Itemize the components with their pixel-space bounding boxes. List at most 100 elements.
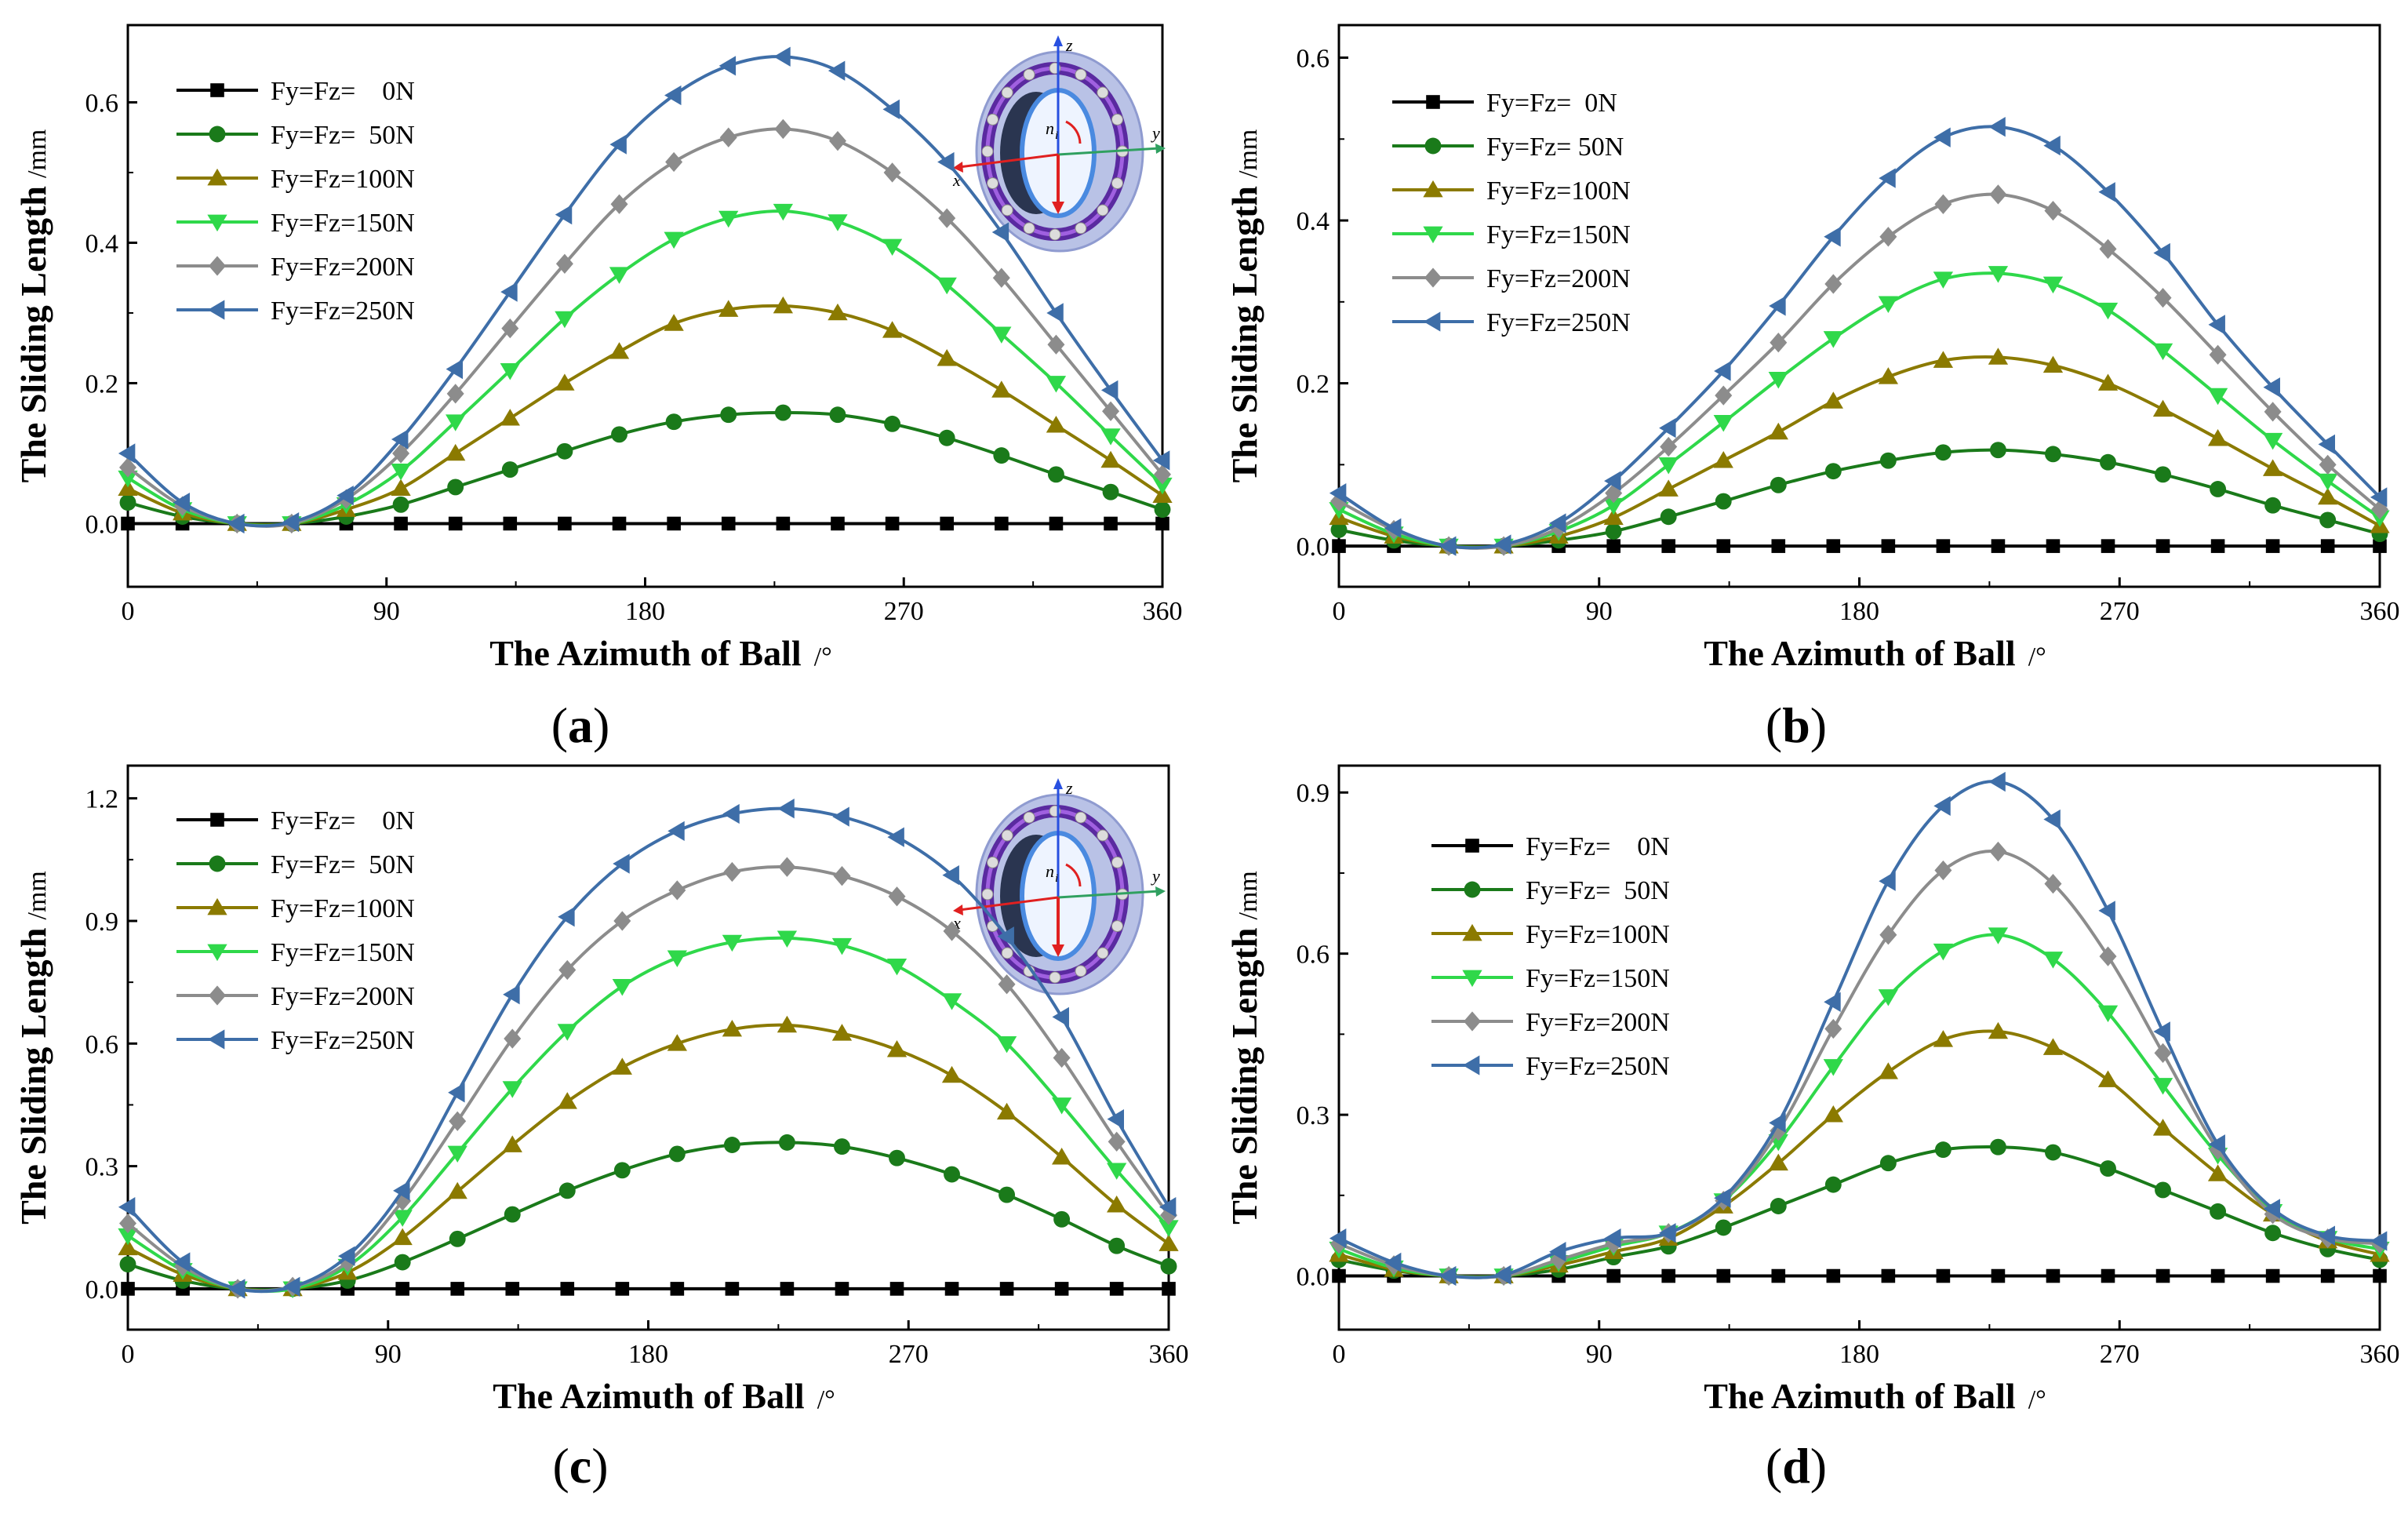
data-point: [1768, 372, 1788, 389]
data-point: [2098, 901, 2115, 921]
data-point: [1439, 536, 1457, 556]
legend-marker: [209, 985, 226, 1006]
data-point: [505, 1282, 520, 1296]
data-point: [2152, 343, 2173, 361]
data-point: [283, 1276, 300, 1297]
data-point: [2152, 1119, 2173, 1136]
legend-label: Fy=Fz=150N: [271, 209, 415, 238]
data-point: [1823, 391, 1843, 409]
data-point: [1879, 925, 1897, 945]
x-tick-label: 360: [2360, 1340, 2400, 1369]
legend-label: Fy=Fz=100N: [271, 894, 415, 923]
data-point: [447, 1145, 467, 1163]
data-point: [1046, 376, 1067, 393]
y-axis-title: The Sliding Length/mm: [13, 129, 53, 483]
y-tick-label: 0.0: [85, 510, 119, 539]
data-point: [774, 404, 791, 421]
data-point: [722, 1019, 743, 1037]
data-point: [937, 277, 957, 295]
data-point: [2209, 344, 2227, 365]
data-point: [828, 214, 848, 231]
data-point: [1054, 1282, 1069, 1296]
inset-x-axis: [958, 896, 1059, 912]
x-axis-title: The Azimuth of Ball /°: [1704, 633, 2046, 673]
data-point: [889, 1149, 905, 1166]
data-point: [2155, 539, 2170, 553]
data-point: [1332, 539, 1346, 553]
data-point: [1549, 513, 1566, 533]
data-point: [665, 151, 683, 173]
data-point: [1154, 501, 1171, 518]
y-tick-label: 0.4: [1297, 207, 1330, 236]
y-axis-unit: /mm: [23, 871, 52, 919]
data-point: [503, 516, 518, 531]
data-point: [1159, 1234, 1179, 1251]
data-point: [1047, 466, 1064, 483]
data-point: [1658, 479, 1679, 497]
data-point: [882, 238, 903, 257]
data-point: [2046, 1268, 2061, 1283]
data-point: [448, 516, 463, 531]
legend-label: Fy=Fz= 50N: [271, 121, 415, 150]
data-point: [723, 861, 741, 883]
data-point: [1107, 1163, 1127, 1180]
data-point: [1606, 539, 1620, 553]
y-tick-label: 0.9: [85, 908, 119, 937]
inset-axis-label: n: [1046, 118, 1054, 138]
legend-marker: [209, 855, 226, 872]
data-point: [884, 415, 901, 432]
panel-caption: (d): [1766, 1438, 1827, 1494]
data-point: [1152, 477, 1173, 495]
data-point: [938, 208, 956, 228]
x-tick-label: 180: [628, 1340, 668, 1369]
data-point: [1770, 1198, 1787, 1214]
y-axis-title: The Sliding Length/mm: [1224, 129, 1264, 483]
data-point: [615, 1282, 630, 1296]
data-point: [1659, 418, 1676, 439]
data-point: [560, 1282, 575, 1296]
data-point: [2262, 459, 2283, 476]
data-point: [503, 984, 520, 1005]
data-point: [1716, 539, 1731, 553]
series-line: [126, 806, 1170, 1294]
x-tick-label: 270: [884, 597, 924, 626]
data-point: [2207, 429, 2228, 446]
data-point: [2319, 511, 2337, 529]
data-point: [1933, 943, 1954, 961]
data-point: [832, 806, 849, 827]
data-point: [2153, 1021, 2170, 1042]
data-point: [1494, 1265, 1511, 1285]
data-point: [558, 1182, 576, 1199]
data-point: [773, 203, 794, 221]
legend-label: Fy=Fz=200N: [1486, 264, 1631, 293]
data-point: [2154, 287, 2172, 308]
data-point: [1770, 476, 1787, 493]
data-point: [1715, 493, 1732, 510]
x-axis-title: The Azimuth of Ball /°: [489, 633, 831, 673]
data-point: [1823, 331, 1843, 348]
legend-marker: [207, 214, 227, 232]
data-point: [1332, 1268, 1346, 1283]
data-point: [2318, 1225, 2335, 1246]
data-point: [1879, 227, 1897, 247]
data-point: [1107, 1195, 1127, 1213]
bearing-ball: [1097, 86, 1109, 99]
data-point: [2320, 1268, 2335, 1283]
data-point: [2155, 466, 2171, 483]
data-point: [831, 1024, 853, 1041]
data-point: [1933, 271, 1954, 289]
legend-marker: [1424, 267, 1442, 288]
data-point: [610, 194, 628, 214]
data-point: [446, 414, 466, 431]
x-tick-label: 360: [1149, 1340, 1189, 1369]
data-point: [1047, 334, 1065, 355]
bearing-ball: [1001, 204, 1013, 217]
data-point: [882, 99, 900, 120]
data-point: [1159, 1197, 1177, 1217]
inset-z-arrow: [1053, 35, 1063, 46]
data-point: [1823, 1059, 1843, 1076]
legend-marker: [1462, 1055, 1480, 1075]
data-point: [2373, 1268, 2387, 1283]
legend: Fy=Fz= 0N Fy=Fz= 50N Fy=Fz=100N Fy=Fz=150N F…: [176, 77, 415, 326]
data-point: [447, 1181, 467, 1199]
